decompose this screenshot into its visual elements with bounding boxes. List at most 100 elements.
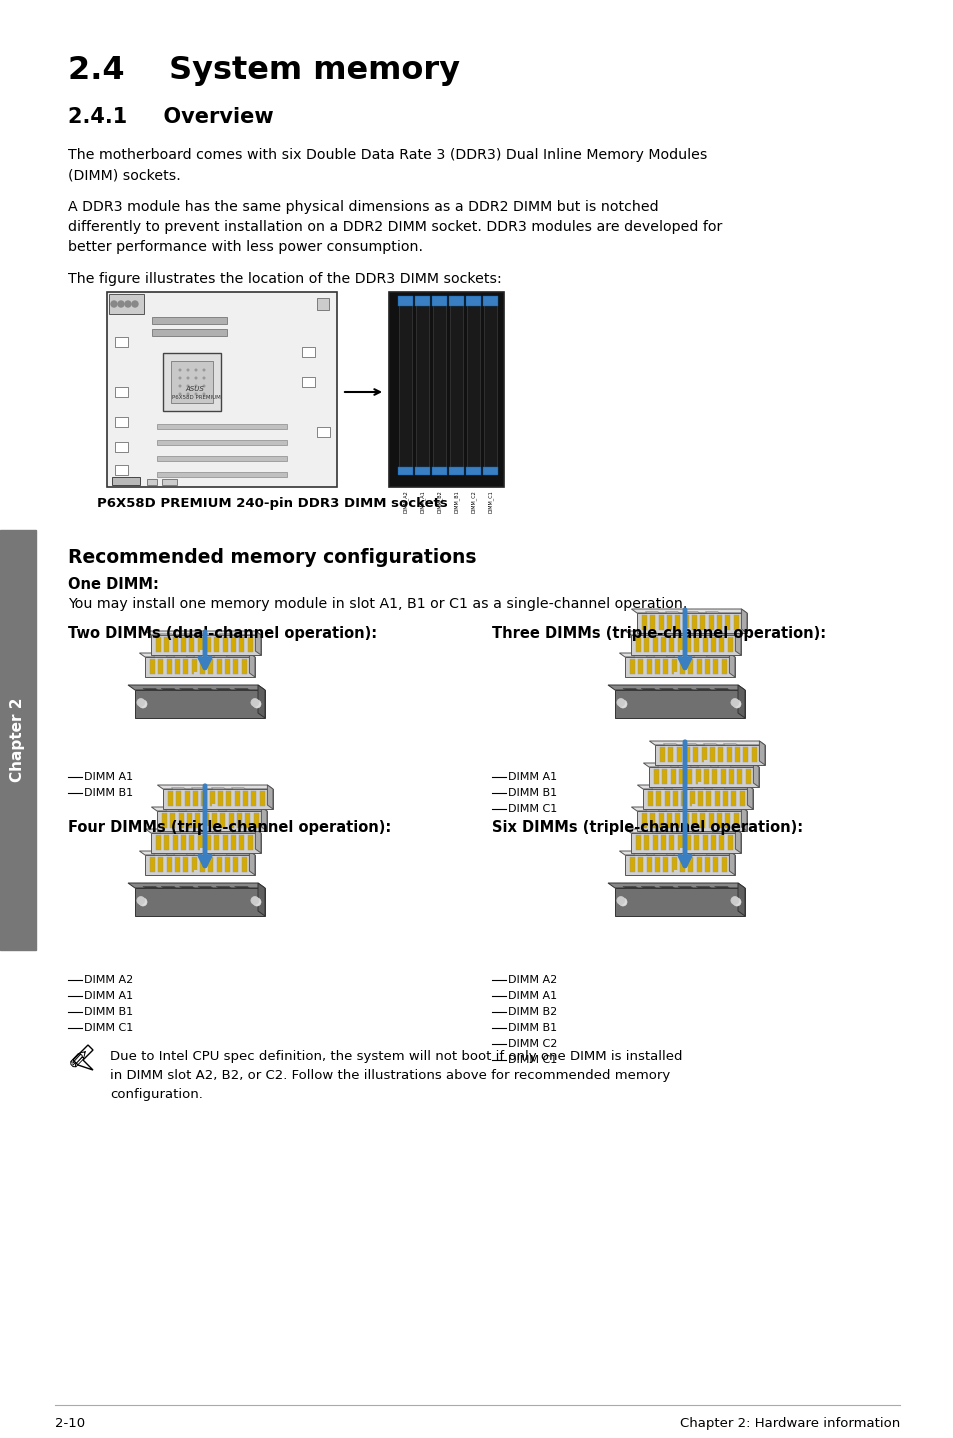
Circle shape bbox=[195, 370, 196, 371]
Bar bbox=[214, 835, 219, 850]
Bar bbox=[728, 769, 733, 784]
Bar bbox=[655, 857, 659, 871]
Bar bbox=[157, 440, 287, 444]
Circle shape bbox=[253, 700, 261, 707]
Bar bbox=[206, 825, 211, 831]
Bar bbox=[713, 857, 718, 871]
Bar bbox=[156, 835, 161, 850]
Text: The figure illustrates the location of the DDR3 DIMM sockets:: The figure illustrates the location of t… bbox=[68, 272, 501, 286]
Bar bbox=[688, 857, 693, 871]
Circle shape bbox=[203, 385, 205, 387]
Polygon shape bbox=[738, 883, 744, 916]
Bar bbox=[739, 791, 744, 807]
Bar bbox=[189, 835, 194, 850]
Polygon shape bbox=[642, 764, 759, 766]
Bar bbox=[316, 427, 330, 437]
Bar bbox=[433, 303, 446, 469]
Bar bbox=[695, 769, 700, 784]
Bar bbox=[724, 615, 730, 630]
Bar bbox=[234, 791, 239, 807]
Bar bbox=[691, 615, 697, 630]
Bar bbox=[150, 857, 154, 871]
Polygon shape bbox=[714, 886, 729, 889]
Bar bbox=[680, 791, 685, 807]
Bar bbox=[432, 296, 447, 306]
Bar bbox=[694, 835, 699, 850]
Circle shape bbox=[732, 897, 740, 906]
Bar bbox=[726, 746, 731, 762]
Bar bbox=[696, 659, 700, 674]
Bar bbox=[197, 835, 202, 850]
Bar bbox=[718, 746, 722, 762]
Bar bbox=[0, 531, 36, 951]
Bar bbox=[200, 848, 204, 853]
Polygon shape bbox=[152, 807, 267, 811]
Bar bbox=[686, 769, 692, 784]
Polygon shape bbox=[738, 684, 744, 718]
Bar bbox=[241, 857, 247, 871]
Bar bbox=[708, 812, 713, 828]
Bar bbox=[700, 746, 706, 762]
Bar bbox=[193, 791, 198, 807]
Bar bbox=[167, 857, 172, 871]
Bar bbox=[245, 812, 250, 828]
Text: DIMM A1: DIMM A1 bbox=[84, 991, 133, 1001]
Bar bbox=[704, 857, 709, 871]
Polygon shape bbox=[135, 889, 265, 916]
Circle shape bbox=[203, 370, 205, 371]
Polygon shape bbox=[622, 689, 638, 690]
Bar bbox=[243, 791, 248, 807]
Bar bbox=[222, 637, 228, 651]
Bar bbox=[654, 769, 659, 784]
Bar bbox=[483, 303, 497, 469]
Polygon shape bbox=[637, 811, 746, 831]
Bar bbox=[195, 812, 200, 828]
Bar bbox=[655, 659, 659, 674]
Text: DIMM A2: DIMM A2 bbox=[507, 975, 557, 985]
Circle shape bbox=[139, 897, 147, 906]
Bar bbox=[147, 479, 157, 485]
Bar bbox=[686, 825, 690, 831]
Text: DIMM_B1: DIMM_B1 bbox=[454, 490, 458, 513]
Polygon shape bbox=[145, 657, 254, 677]
Bar bbox=[666, 615, 671, 630]
Bar bbox=[218, 791, 223, 807]
Bar bbox=[694, 637, 699, 651]
Bar bbox=[156, 637, 161, 651]
Polygon shape bbox=[145, 631, 261, 636]
Bar bbox=[660, 835, 665, 850]
Bar bbox=[194, 672, 198, 677]
Polygon shape bbox=[618, 851, 734, 856]
Polygon shape bbox=[216, 886, 231, 889]
Circle shape bbox=[730, 699, 739, 706]
Polygon shape bbox=[696, 886, 710, 889]
Bar bbox=[220, 812, 225, 828]
Circle shape bbox=[730, 896, 739, 905]
Circle shape bbox=[251, 699, 258, 706]
Text: Recommended memory configurations: Recommended memory configurations bbox=[68, 548, 476, 567]
Bar bbox=[691, 812, 697, 828]
Circle shape bbox=[187, 370, 189, 371]
Bar bbox=[683, 615, 688, 630]
Bar bbox=[174, 659, 180, 674]
Bar bbox=[719, 637, 723, 651]
Bar bbox=[174, 857, 180, 871]
Polygon shape bbox=[197, 886, 213, 889]
Bar bbox=[656, 791, 660, 807]
Bar bbox=[670, 769, 675, 784]
Circle shape bbox=[251, 896, 258, 905]
Polygon shape bbox=[631, 807, 746, 811]
Text: Chapter 2: Hardware information: Chapter 2: Hardware information bbox=[679, 1416, 899, 1429]
Circle shape bbox=[195, 393, 196, 395]
Bar bbox=[225, 857, 230, 871]
Bar bbox=[231, 835, 235, 850]
Bar bbox=[222, 835, 228, 850]
Bar bbox=[233, 857, 238, 871]
Polygon shape bbox=[678, 689, 692, 690]
Text: DIMM B1: DIMM B1 bbox=[507, 1022, 557, 1032]
Bar bbox=[200, 659, 205, 674]
Bar bbox=[176, 791, 181, 807]
Bar bbox=[158, 659, 163, 674]
Bar bbox=[727, 835, 732, 850]
Bar bbox=[677, 835, 682, 850]
